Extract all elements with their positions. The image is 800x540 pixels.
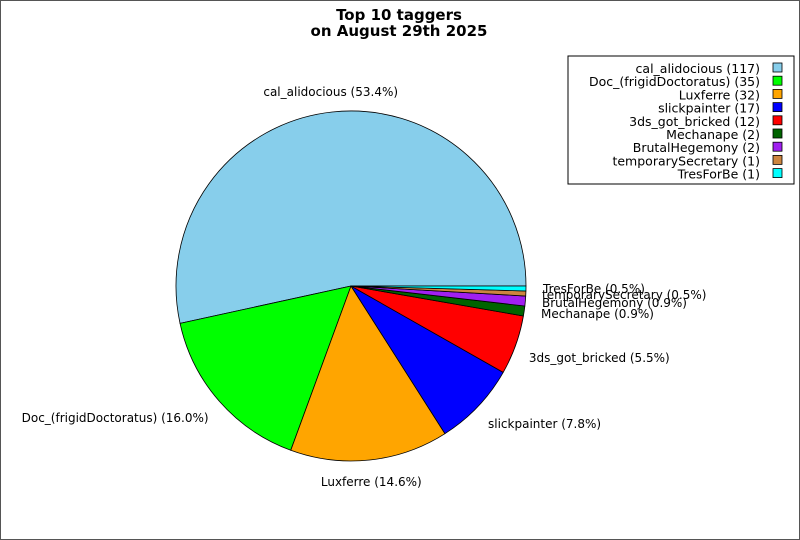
legend-swatch-luxferre (772, 89, 783, 99)
legend-swatch-doc-frigiddoctoratus (772, 75, 783, 86)
legend-swatch-mechanape (772, 128, 783, 139)
legend-swatch-slickpainter (772, 102, 783, 112)
legend-swatch-tresforbe (772, 168, 783, 179)
pie-slice-luxferre (290, 285, 446, 462)
slice-label-tresforbe: TresForBe (0.5%) (542, 282, 645, 296)
legend-label-3ds-got-bricked: 3ds_got_bricked (12) (629, 114, 760, 129)
chart-title-line-2: on August 29th 2025 (311, 22, 488, 40)
chart-title-line-1: Top 10 taggers (336, 6, 462, 24)
slice-label-mechanape: Mechanape (0.9%) (541, 307, 654, 321)
slice-label-doc-frigiddoctoratus: Doc_(frigidDoctoratus) (16.0%) (22, 411, 209, 425)
pie-slice-cal-alidocious (175, 110, 527, 324)
legend-swatch-temporarysecretary (772, 154, 783, 165)
pie-slices (175, 110, 527, 462)
legend-swatch-cal-alidocious (772, 62, 783, 73)
legend-label-slickpainter: slickpainter (17) (658, 101, 760, 116)
legend-box (567, 55, 795, 185)
chart-legend: cal_alidocious (117)Doc_(frigidDoctoratu… (567, 55, 795, 185)
slice-label-3ds-got-bricked: 3ds_got_bricked (5.5%) (529, 351, 670, 365)
slice-label-luxferre: Luxferre (14.6%) (321, 475, 422, 489)
legend-label-brutalhegemony: BrutalHegemony (2) (633, 140, 760, 155)
legend-label-doc-frigiddoctoratus: Doc_(frigidDoctoratus) (35) (589, 74, 760, 89)
legend-swatch-3ds-got-bricked (772, 115, 783, 126)
slice-label-brutalhegemony: BrutalHegemony (0.9%) (542, 296, 687, 310)
legend-label-luxferre: Luxferre (32) (679, 87, 760, 102)
slice-label-cal-alidocious: cal_alidocious (53.4%) (263, 85, 398, 99)
pie-slice-doc-frigiddoctoratus (179, 285, 352, 451)
pie-slice-tresforbe (350, 285, 527, 292)
legend-label-mechanape: Mechanape (2) (666, 127, 760, 142)
pie-slice-labels: cal_alidocious (53.4%) Doc_(frigidDoctora… (22, 85, 707, 489)
legend-label-temporarysecretary: temporarySecretary (1) (612, 153, 760, 168)
slice-label-slickpainter: slickpainter (7.8%) (488, 417, 601, 431)
legend-label-cal-alidocious: cal_alidocious (117) (636, 61, 760, 76)
legend-label-tresforbe: TresForBe (1) (677, 167, 760, 182)
slice-label-temporarysecretary: temporarySecretary (0.5%) (542, 288, 706, 302)
legend-swatch-brutalhegemony (772, 141, 783, 152)
